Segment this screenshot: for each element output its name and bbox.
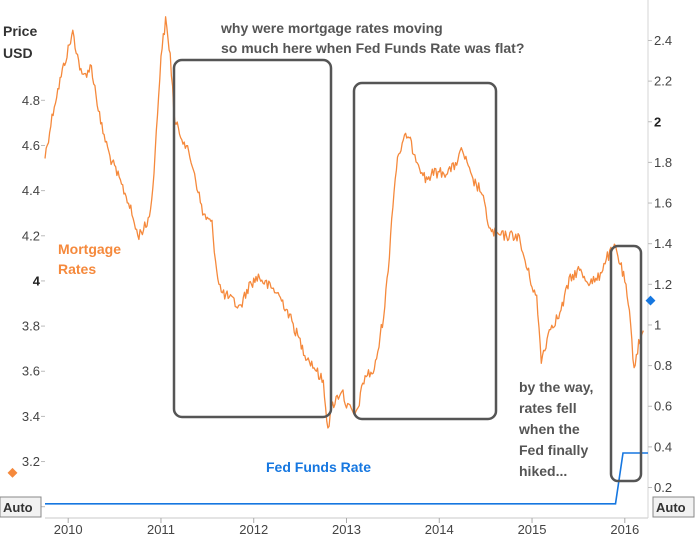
right-tick-label: 0.2 <box>654 480 672 495</box>
right-tick-label: 2 <box>654 114 661 129</box>
x-tick-label: 2015 <box>518 522 547 537</box>
left-tick-label: 4.2 <box>22 228 40 243</box>
highlight-box-2016 <box>609 244 643 483</box>
left-tick-label: 4.8 <box>22 93 40 108</box>
x-tick-label: 2016 <box>610 522 639 537</box>
annotation-hike-line5: hiked... <box>519 463 567 479</box>
x-tick-label: 2013 <box>332 522 361 537</box>
left-tick-label: 4.4 <box>22 183 40 198</box>
right-tick-label: 0.8 <box>654 358 672 373</box>
left-axis-title: Price <box>3 23 37 39</box>
annotation-hike-line4: Fed finally <box>519 442 588 458</box>
left-auto-label: Auto <box>3 500 33 515</box>
annotation-hike-line3: when the <box>518 421 580 437</box>
left-axis-unit: USD <box>3 45 33 61</box>
right-tick-label: 0.4 <box>654 439 672 454</box>
right-tick-label: 1 <box>654 317 661 332</box>
plot-area <box>45 0 648 518</box>
left-tick-label: 3.6 <box>22 364 40 379</box>
right-auto-button[interactable] <box>652 496 695 518</box>
right-tick-label: 1.8 <box>654 155 672 170</box>
right-tick-label: 1.6 <box>654 196 672 211</box>
annotation-hike-line2: rates fell <box>519 400 577 416</box>
left-tick-label: 3.2 <box>22 454 40 469</box>
highlight-box-2011-2012 <box>172 58 333 419</box>
mortgage-value-marker <box>7 467 18 478</box>
annotation-hike-line1: by the way, <box>519 379 593 395</box>
left-tick-label: 3.4 <box>22 409 40 424</box>
right-tick-label: 0.6 <box>654 399 672 414</box>
left-tick-label: 4.6 <box>22 138 40 153</box>
highlight-box-2013-2014 <box>352 81 498 421</box>
right-tick-label: 1.4 <box>654 236 672 251</box>
left-tick-label: 3.8 <box>22 319 40 334</box>
fed-funds-value-marker <box>645 295 656 306</box>
left-tick-label: 4 <box>33 273 41 288</box>
left-auto-button[interactable] <box>0 496 42 518</box>
x-tick-label: 2014 <box>425 522 454 537</box>
mortgage-series-label: Mortgage <box>58 241 121 257</box>
mortgage-rates-line <box>44 16 644 429</box>
right-tick-label: 1.2 <box>654 277 672 292</box>
right-auto-label: Auto <box>656 500 686 515</box>
fed-funds-line <box>45 452 648 505</box>
annotation-question-line1: why were mortgage rates moving <box>220 20 443 36</box>
fed-funds-series-label: Fed Funds Rate <box>266 459 371 475</box>
annotation-question-line2: so much here when Fed Funds Rate was fla… <box>221 40 524 56</box>
right-tick-label: 2.4 <box>654 33 672 48</box>
x-tick-label: 2010 <box>54 522 83 537</box>
right-tick-label: 2.2 <box>654 74 672 89</box>
x-tick-label: 2011 <box>147 522 175 537</box>
x-tick-label: 2012 <box>239 522 268 537</box>
mortgage-series-label: Rates <box>58 261 96 277</box>
